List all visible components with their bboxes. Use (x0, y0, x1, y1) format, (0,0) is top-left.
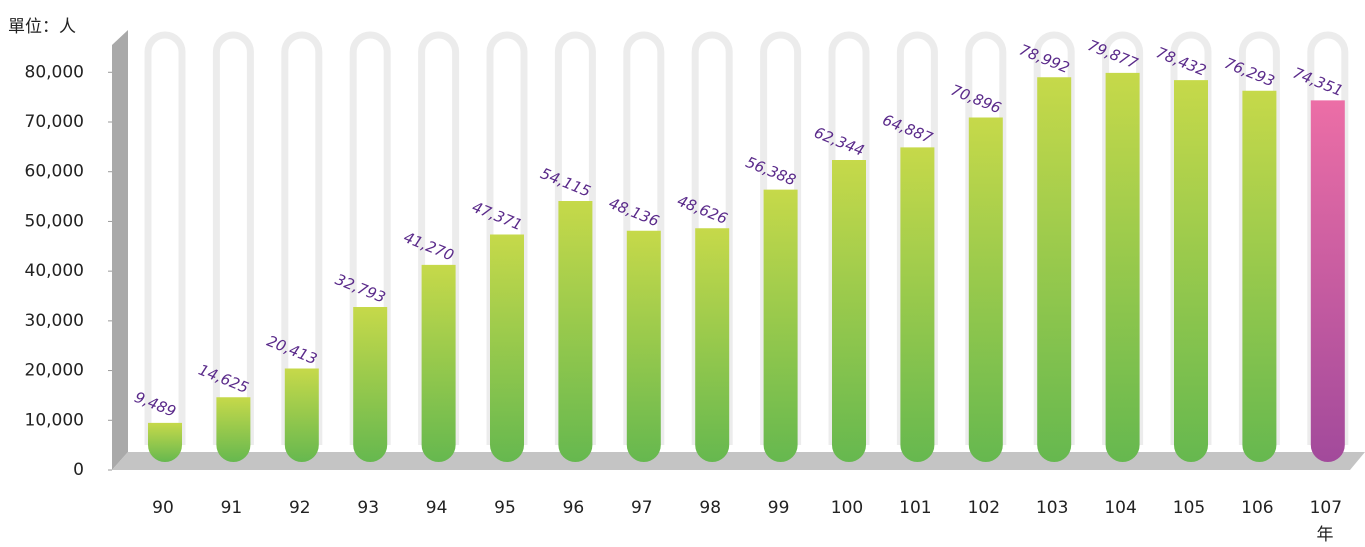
tube (760, 31, 802, 445)
bar (558, 200, 593, 463)
y-tick-label: 20,000 (25, 361, 84, 381)
y-tick-label: 40,000 (25, 261, 84, 281)
bar (1037, 77, 1072, 463)
bar (695, 228, 730, 462)
x-tick-label: 97 (631, 498, 653, 518)
value-label: 54,115 (538, 164, 593, 200)
tube (1033, 31, 1075, 445)
value-label: 62,344 (811, 123, 866, 159)
bar (1174, 80, 1208, 462)
tube (281, 31, 323, 445)
x-tick-label: 98 (699, 498, 721, 518)
x-tick-label: 99 (768, 498, 790, 518)
bar (900, 147, 935, 462)
tube (418, 31, 460, 445)
value-label: 70,896 (948, 81, 1003, 117)
value-label: 9,489 (132, 388, 179, 421)
value-label: 48,626 (675, 192, 730, 228)
x-unit-label: 年 (1317, 525, 1334, 545)
tube (828, 31, 870, 445)
axis-wall (112, 30, 128, 470)
x-tick-label: 105 (1173, 498, 1205, 518)
tube (896, 31, 938, 445)
y-tick-label: 60,000 (25, 162, 84, 182)
bar (832, 160, 866, 462)
y-tick-label: 70,000 (25, 112, 84, 132)
x-tick-label: 106 (1241, 498, 1273, 518)
bar (284, 368, 319, 462)
x-tick-label: 96 (563, 498, 585, 518)
bar (353, 306, 388, 462)
tube (691, 31, 733, 445)
tube (1307, 31, 1349, 445)
y-tick-label: 10,000 (25, 410, 84, 430)
value-label: 14,625 (196, 361, 251, 397)
x-tick-label: 90 (152, 498, 174, 518)
value-label: 56,388 (743, 153, 798, 189)
value-label: 76,293 (1222, 54, 1277, 90)
value-label: 78,992 (1017, 41, 1072, 77)
value-label: 47,371 (469, 198, 524, 234)
tube (212, 31, 254, 445)
bar (1310, 100, 1345, 462)
bar (216, 397, 251, 462)
x-tick-label: 104 (1104, 498, 1136, 518)
bar (1105, 72, 1140, 462)
tube (144, 31, 186, 445)
tube (623, 31, 665, 445)
y-tick-label: 50,000 (25, 211, 84, 231)
bar (763, 189, 798, 462)
bar (626, 230, 661, 462)
y-tick-label: 80,000 (25, 62, 84, 82)
value-label: 20,413 (264, 332, 319, 368)
x-tick-label: 100 (831, 498, 863, 518)
value-label: 64,887 (880, 111, 936, 148)
bar (1242, 90, 1277, 463)
bar (421, 264, 456, 462)
bar (148, 422, 182, 462)
y-tick-label: 30,000 (25, 311, 84, 331)
bar (968, 117, 1003, 463)
x-tick-label: 101 (899, 498, 931, 518)
y-tick-label: 0 (73, 460, 84, 480)
x-tick-label: 107 (1310, 498, 1342, 518)
x-tick-label: 102 (968, 498, 1000, 518)
tube (1102, 31, 1144, 445)
x-tick-label: 94 (426, 498, 448, 518)
value-label: 78,432 (1153, 43, 1208, 79)
tube (965, 31, 1007, 445)
x-tick-label: 95 (494, 498, 516, 518)
tube (1238, 31, 1280, 445)
value-label: 32,793 (333, 270, 388, 306)
x-tick-label: 103 (1036, 498, 1068, 518)
tube (554, 31, 596, 445)
tube (486, 31, 528, 445)
x-tick-label: 92 (289, 498, 311, 518)
value-label: 41,270 (401, 228, 456, 264)
value-label: 74,351 (1290, 64, 1345, 100)
x-tick-label: 91 (221, 498, 243, 518)
x-tick-label: 93 (357, 498, 379, 518)
bar (490, 234, 524, 462)
tube (349, 31, 391, 445)
value-label: 48,136 (606, 194, 661, 230)
y-unit-label: 單位：人 (8, 17, 76, 37)
tube (1170, 31, 1212, 445)
